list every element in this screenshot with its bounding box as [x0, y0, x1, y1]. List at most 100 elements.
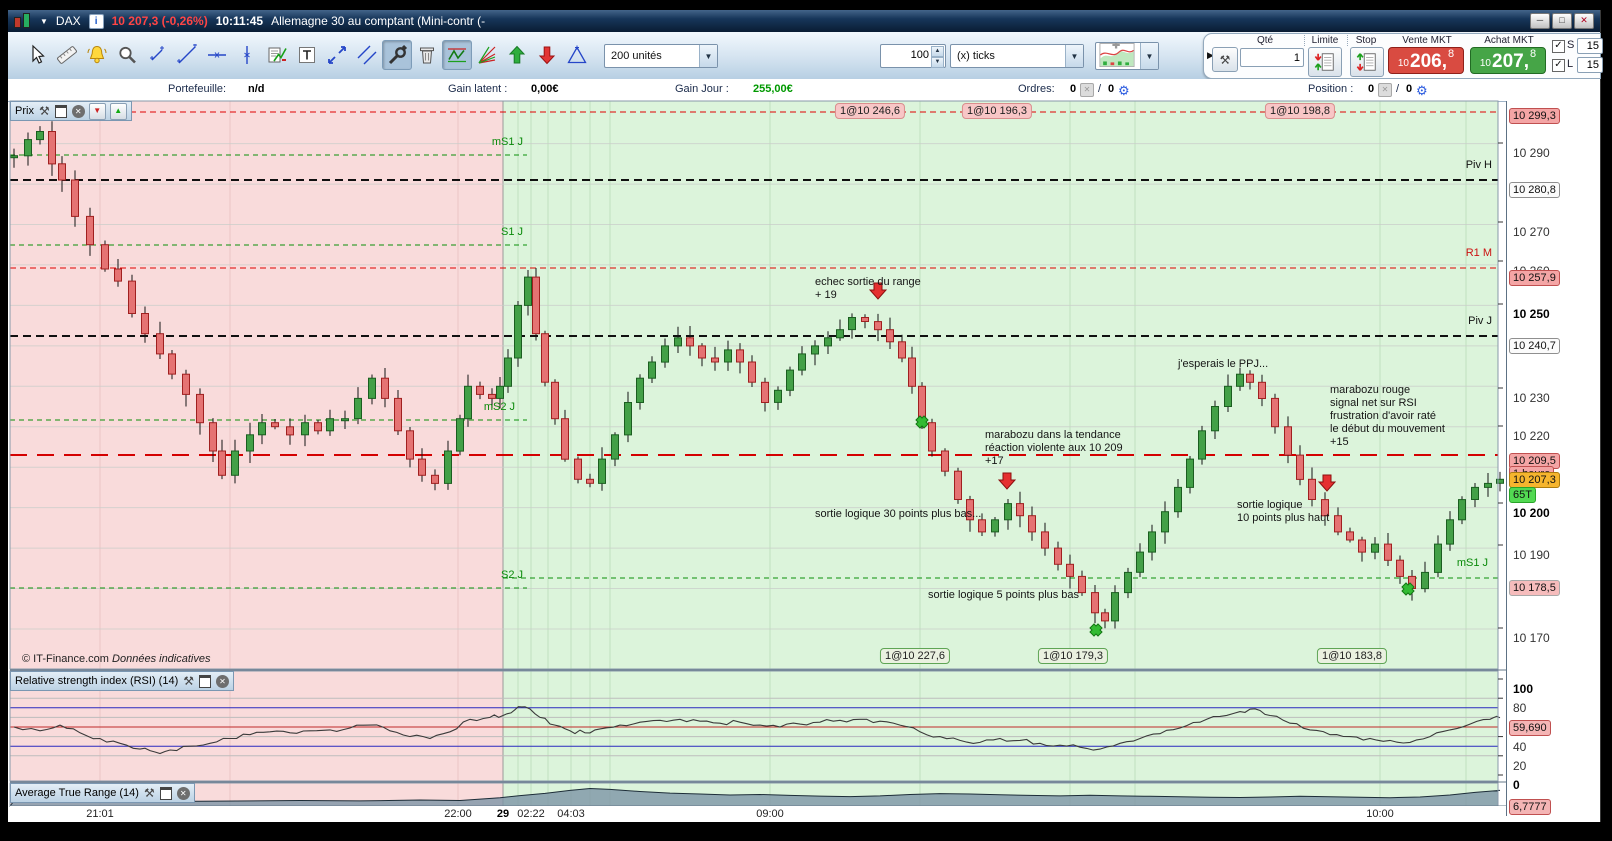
text-tool-icon[interactable]: [292, 40, 322, 70]
app-icon: [14, 13, 32, 28]
down-arrow-marker[interactable]: [997, 472, 1017, 490]
sell-market-button[interactable]: 10 206, 8: [1388, 47, 1464, 74]
level-tag: S1 J: [500, 226, 523, 238]
tick-count-spinner[interactable]: 100 ▲ ▼: [880, 44, 946, 68]
price-axis-label: 10 290: [1513, 146, 1550, 160]
vertical-line-icon[interactable]: [232, 40, 262, 70]
units-dropdown[interactable]: 200 unités ▼: [604, 44, 718, 68]
rsi-panel-title: Relative strength index (RSI) (14): [15, 675, 179, 687]
orders-gear-icon[interactable]: ⚙: [1118, 83, 1130, 98]
quantity-input[interactable]: [1240, 48, 1304, 67]
buy-market-button[interactable]: 10 207, 8: [1470, 47, 1546, 74]
price-axis-label: 10 250: [1513, 307, 1550, 321]
move-icon[interactable]: [322, 40, 352, 70]
tools-icon[interactable]: [382, 40, 412, 70]
chart-annotation[interactable]: echec sortie du range + 19: [815, 276, 921, 301]
stop-checkbox[interactable]: ✓: [1552, 40, 1565, 53]
zigzag-icon[interactable]: [442, 40, 472, 70]
rsi-value-badge: 59,690: [1509, 719, 1551, 736]
limit-order-button[interactable]: [1308, 47, 1342, 77]
down-arrow-marker[interactable]: [1317, 474, 1337, 492]
chart-annotation[interactable]: j'esperais le PPJ...: [1178, 358, 1269, 370]
window-icon[interactable]: [199, 674, 211, 688]
rsi-axis-label: 80: [1513, 701, 1527, 716]
wrench-icon[interactable]: ⚒: [183, 674, 194, 688]
close-icon[interactable]: ✕: [71, 104, 85, 118]
chart-annotation[interactable]: sortie logique 10 points plus haut: [1237, 499, 1330, 524]
backtest-icon[interactable]: [262, 40, 292, 70]
parallel-lines-icon[interactable]: [352, 40, 382, 70]
restore-icon[interactable]: □: [1552, 13, 1572, 29]
wrench-icon[interactable]: ⚒: [38, 104, 50, 118]
trendline-icon[interactable]: [172, 40, 202, 70]
chart-annotation[interactable]: sortie logique 30 points plus bas...: [815, 508, 982, 520]
price-panel-tab[interactable]: Prix ⚒ ✕ ▼ ▲: [10, 101, 132, 121]
order-entry-panel: ▶ Qté Limite Stop Vente MKT Achat MKT ⚒ …: [1203, 33, 1603, 79]
level-tag: mS1 J: [1456, 557, 1488, 569]
horizontal-line-icon[interactable]: [202, 40, 232, 70]
atr-value-badge: 6,7777: [1509, 799, 1551, 815]
stop-order-button[interactable]: [1350, 47, 1384, 77]
down-arrow-marker[interactable]: [868, 282, 888, 300]
rsi-axis-label: 40: [1513, 739, 1527, 754]
price-axis-label: 10 220: [1513, 429, 1550, 443]
price-axis-label: 10 200: [1513, 506, 1550, 520]
segment-icon[interactable]: [142, 40, 172, 70]
price-level-badge: 10 299,3: [1509, 108, 1560, 124]
limit-distance-input[interactable]: [1577, 57, 1603, 73]
minimize-icon[interactable]: ─: [1530, 13, 1550, 29]
level-tag: Piv J: [1468, 315, 1492, 327]
chart-annotation[interactable]: marabozu rouge signal net sur RSI frustr…: [1330, 384, 1445, 448]
order-settings-button[interactable]: ⚒: [1212, 47, 1238, 72]
scale-up-icon[interactable]: ▲: [109, 102, 127, 120]
alarm-icon[interactable]: [82, 40, 112, 70]
stop-distance-input[interactable]: [1577, 38, 1603, 54]
atr-panel-tab[interactable]: Average True Range (14) ⚒ ✕: [10, 783, 195, 803]
limit-checkbox[interactable]: ✓: [1552, 59, 1565, 72]
ruler-icon[interactable]: [52, 40, 82, 70]
orders-label: Ordres:: [1018, 83, 1055, 95]
rsi-axis-label: 0: [1513, 778, 1520, 792]
time-axis-label: 10:00: [1366, 808, 1394, 820]
chart-annotation[interactable]: marabozu dans la tendance réaction viole…: [985, 429, 1123, 467]
close-icon[interactable]: ✕: [216, 674, 229, 688]
gain-day-label: Gain Jour :: [675, 83, 729, 95]
exit-cross-marker[interactable]: [1401, 582, 1415, 596]
chart-annotation[interactable]: sortie logique 5 points plus bas: [928, 589, 1080, 601]
instrument-info-icon[interactable]: i: [88, 13, 104, 29]
position-gear-icon[interactable]: ⚙: [1416, 83, 1428, 98]
collapse-panel-icon[interactable]: ▶: [1207, 50, 1214, 60]
pointer-icon[interactable]: [22, 40, 52, 70]
magnifier-icon[interactable]: [112, 40, 142, 70]
arrow-down-icon[interactable]: [532, 40, 562, 70]
spinner-arrows-icon[interactable]: ▲ ▼: [931, 46, 944, 68]
symbol-dropdown-icon[interactable]: ▼: [40, 16, 48, 26]
window-icon[interactable]: [159, 786, 172, 800]
order-label: 1@10 198,8: [1264, 103, 1336, 119]
order-label: 1@10 183,8: [1316, 648, 1388, 664]
close-position-icon[interactable]: ✕: [1378, 83, 1392, 97]
instrument-name: Allemagne 30 au comptant (Mini-contr (-: [271, 14, 486, 28]
chart-type-button[interactable]: ▼: [1095, 40, 1159, 70]
window-icon[interactable]: [54, 104, 67, 118]
close-icon[interactable]: ✕: [176, 786, 190, 800]
scale-down-icon[interactable]: ▼: [88, 102, 106, 120]
close-icon[interactable]: ✕: [1574, 13, 1594, 29]
time-axis[interactable]: 21:01 22:00 29 02:22 04:03 09:00 10:00: [10, 806, 1506, 822]
exit-cross-marker[interactable]: [915, 415, 929, 429]
fan-lines-icon[interactable]: [472, 40, 502, 70]
arrow-up-icon[interactable]: [502, 40, 532, 70]
level-tag: Piv H: [1465, 159, 1492, 171]
wrench-icon[interactable]: ⚒: [143, 786, 155, 800]
rsi-panel-tab[interactable]: Relative strength index (RSI) (14) ⚒ ✕: [10, 671, 234, 691]
price-level-badge: 10 207,3: [1509, 472, 1560, 488]
time-axis-label: 22:00: [444, 808, 472, 820]
triangle-icon[interactable]: [562, 40, 592, 70]
tick-unit-dropdown[interactable]: (x) ticks ▼: [950, 44, 1084, 68]
trash-icon[interactable]: [412, 40, 442, 70]
level-tag: R1 M: [1465, 247, 1492, 259]
cancel-orders-icon[interactable]: ✕: [1080, 83, 1094, 97]
gain-latent-value: 0,00€: [531, 83, 559, 95]
exit-cross-marker[interactable]: [1089, 623, 1103, 637]
